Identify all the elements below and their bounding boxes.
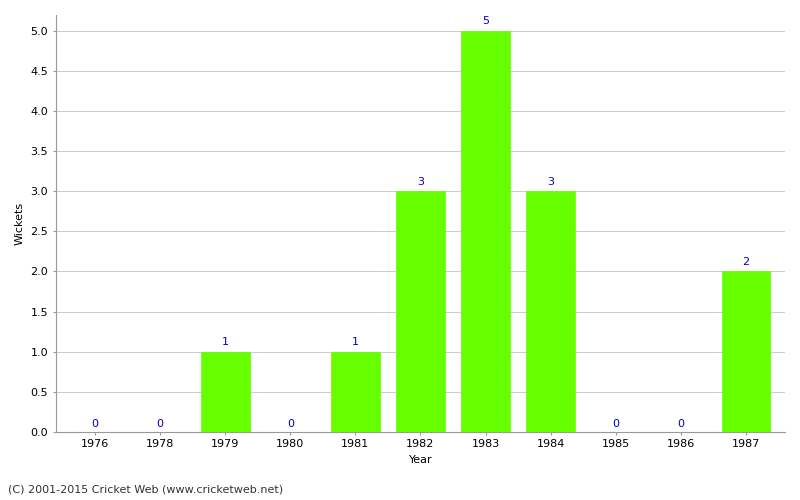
Bar	[201, 352, 250, 432]
Text: 1: 1	[222, 337, 229, 347]
Text: 0: 0	[157, 418, 163, 428]
X-axis label: Year: Year	[409, 455, 432, 465]
Text: 0: 0	[612, 418, 619, 428]
Text: 0: 0	[91, 418, 98, 428]
Text: 3: 3	[547, 176, 554, 186]
Text: 3: 3	[417, 176, 424, 186]
Text: (C) 2001-2015 Cricket Web (www.cricketweb.net): (C) 2001-2015 Cricket Web (www.cricketwe…	[8, 485, 283, 495]
Text: 2: 2	[742, 256, 750, 266]
Text: 1: 1	[352, 337, 359, 347]
Bar	[331, 352, 380, 432]
Bar	[396, 192, 445, 432]
Bar	[722, 272, 770, 432]
Y-axis label: Wickets: Wickets	[15, 202, 25, 245]
Text: 5: 5	[482, 16, 489, 26]
Text: 0: 0	[678, 418, 684, 428]
Text: 0: 0	[286, 418, 294, 428]
Bar	[526, 192, 575, 432]
Bar	[461, 31, 510, 432]
